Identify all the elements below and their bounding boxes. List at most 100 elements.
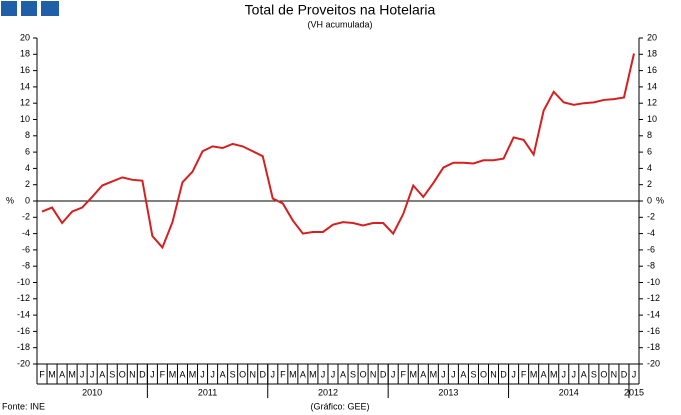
y2-tick-label: -8 xyxy=(647,261,655,271)
x-tick-label: N xyxy=(129,369,136,379)
y2-axis-label: % xyxy=(656,195,664,205)
x-tick-label: A xyxy=(420,369,426,379)
x-tick-label: A xyxy=(460,369,466,379)
x-tick-label: F xyxy=(521,369,527,379)
year-label: 2012 xyxy=(318,387,338,397)
x-tick-label: N xyxy=(370,369,377,379)
y-tick-label: 4 xyxy=(25,163,30,173)
x-tick-label: J xyxy=(271,369,276,379)
year-label: 2011 xyxy=(198,387,217,397)
x-tick-label: O xyxy=(600,369,607,379)
y2-tick-label: 18 xyxy=(647,49,657,59)
y2-tick-label: 14 xyxy=(647,81,657,91)
x-tick-label: A xyxy=(581,369,587,379)
x-tick-label: A xyxy=(99,369,105,379)
x-tick-label: A xyxy=(59,369,65,379)
y-tick-label: -6 xyxy=(22,244,30,254)
x-tick-label: J xyxy=(200,369,205,379)
x-tick-label: M xyxy=(289,369,297,379)
line-series xyxy=(41,53,635,250)
x-tick-label: S xyxy=(470,369,476,379)
x-tick-label: M xyxy=(410,369,418,379)
y-tick-label: 14 xyxy=(20,81,30,91)
y-tick-label: 20 xyxy=(20,32,30,42)
chart-subtitle: (VH acumulada) xyxy=(307,19,372,29)
credit: (Gráfico: GEE) xyxy=(310,401,369,411)
y-tick-label: 16 xyxy=(20,65,30,75)
y-tick-label: -16 xyxy=(17,326,30,336)
x-tick-label: M xyxy=(430,369,438,379)
year-label: 2015 xyxy=(624,387,644,397)
year-label: 2013 xyxy=(438,387,458,397)
x-tick-label: M xyxy=(189,369,197,379)
x-tick-label: J xyxy=(451,369,456,379)
y2-tick-label: -6 xyxy=(647,244,655,254)
x-tick-label: J xyxy=(441,369,446,379)
y-tick-label: -10 xyxy=(17,277,30,287)
x-tick-label: S xyxy=(109,369,115,379)
x-tick-label: J xyxy=(562,369,567,379)
icon xyxy=(1,1,17,16)
x-tick-label: D xyxy=(380,369,387,379)
x-tick-label: J xyxy=(321,369,326,379)
x-tick-label: A xyxy=(541,369,547,379)
y-axis-label: % xyxy=(6,195,14,205)
x-tick-label: M xyxy=(530,369,538,379)
x-tick-label: O xyxy=(239,369,246,379)
x-tick-label: F xyxy=(400,369,406,379)
x-tick-label: A xyxy=(179,369,185,379)
y2-tick-label: -14 xyxy=(647,309,660,319)
y-tick-label: 0 xyxy=(25,195,30,205)
y-tick-label: -18 xyxy=(17,342,30,352)
x-tick-label: F xyxy=(39,369,45,379)
y2-tick-label: 16 xyxy=(647,65,657,75)
x-tick-label: N xyxy=(249,369,256,379)
x-tick-label: J xyxy=(511,369,516,379)
y-tick-label: 2 xyxy=(25,179,30,189)
x-tick-label: O xyxy=(119,369,126,379)
year-label: 2014 xyxy=(559,387,579,397)
y2-tick-label: 0 xyxy=(647,195,652,205)
y-tick-label: 18 xyxy=(20,49,30,59)
y2-tick-label: 12 xyxy=(647,98,657,108)
x-tick-label: D xyxy=(139,369,146,379)
icon xyxy=(21,1,37,16)
x-tick-label: F xyxy=(280,369,286,379)
y2-tick-label: -2 xyxy=(647,212,655,222)
x-tick-label: N xyxy=(611,369,618,379)
y-tick-label: -2 xyxy=(22,212,30,222)
x-tick-label: D xyxy=(260,369,267,379)
x-tick-label: A xyxy=(220,369,226,379)
y-tick-label: -14 xyxy=(17,309,30,319)
x-tick-label: M xyxy=(169,369,177,379)
y-tick-label: 10 xyxy=(20,114,30,124)
y-tick-label: -8 xyxy=(22,261,30,271)
x-tick-label: S xyxy=(350,369,356,379)
x-tick-label: A xyxy=(340,369,346,379)
y2-tick-label: -12 xyxy=(647,293,660,303)
y-tick-label: 8 xyxy=(25,130,30,140)
y-tick-label: -4 xyxy=(22,228,30,238)
y-tick-label: 12 xyxy=(20,98,30,108)
y2-tick-label: 6 xyxy=(647,146,652,156)
x-tick-label: J xyxy=(632,369,637,379)
x-tick-label: J xyxy=(90,369,95,379)
x-tick-label: O xyxy=(480,369,487,379)
y2-tick-label: -18 xyxy=(647,342,660,352)
y2-tick-label: 20 xyxy=(647,32,657,42)
x-tick-label: D xyxy=(500,369,507,379)
x-tick-label: N xyxy=(490,369,497,379)
y2-tick-label: -20 xyxy=(647,358,660,368)
x-tick-label: J xyxy=(331,369,336,379)
y-tick-label: 6 xyxy=(25,146,30,156)
y2-tick-label: 10 xyxy=(647,114,657,124)
x-tick-label: S xyxy=(230,369,236,379)
y-tick-label: -20 xyxy=(17,358,30,368)
x-tick-label: J xyxy=(572,369,577,379)
chart-title: Total de Proveitos na Hotelaria xyxy=(245,2,436,18)
x-tick-label: F xyxy=(160,369,166,379)
x-tick-label: J xyxy=(210,369,215,379)
y2-tick-label: -4 xyxy=(647,228,655,238)
y-tick-label: -12 xyxy=(17,293,30,303)
